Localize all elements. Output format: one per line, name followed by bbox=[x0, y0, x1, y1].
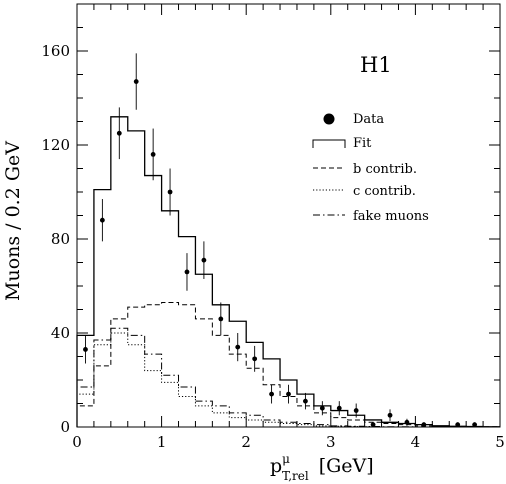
series-b-contrib--line bbox=[76, 301, 500, 428]
x-axis-title-unit: [GeV] bbox=[319, 455, 374, 477]
x-axis-title-sup: μ bbox=[282, 452, 290, 466]
data-point bbox=[472, 422, 478, 428]
legend-label: Data bbox=[353, 112, 384, 127]
data-point bbox=[252, 356, 258, 362]
data-point bbox=[404, 419, 410, 425]
plot-frame-rect bbox=[76, 3, 501, 428]
legend-label: Fit bbox=[353, 136, 372, 151]
data-point bbox=[336, 405, 342, 411]
series-fake-muons-line bbox=[76, 327, 500, 428]
data-point bbox=[286, 391, 291, 397]
x-tick-label: 0 bbox=[72, 433, 82, 451]
x-axis-title-sub: T,rel bbox=[282, 469, 309, 483]
data-point bbox=[303, 398, 308, 404]
plot-frame bbox=[76, 3, 501, 428]
y-tick-label: 120 bbox=[41, 136, 70, 154]
x-tick-label: 2 bbox=[241, 433, 251, 451]
legend-data-marker bbox=[323, 113, 335, 125]
data-point bbox=[99, 217, 105, 223]
data-point bbox=[184, 269, 190, 275]
data-point bbox=[387, 412, 393, 418]
legend-label: c contrib. bbox=[353, 184, 416, 199]
y-tick-label: 160 bbox=[41, 42, 70, 60]
x-tick-label: 4 bbox=[411, 433, 421, 451]
data-point bbox=[167, 189, 173, 195]
legend-label: b contrib. bbox=[353, 162, 417, 177]
data-point bbox=[116, 130, 122, 136]
data-points bbox=[83, 53, 478, 428]
y-axis-title: Muons / 0.2 GeV bbox=[2, 141, 24, 301]
x-axis-title: pμ T,rel [GeV] bbox=[270, 452, 374, 483]
x-tick-label: 3 bbox=[326, 433, 336, 451]
legend: Data Fit b contrib. c contrib. fake muons bbox=[312, 112, 429, 224]
data-point bbox=[370, 422, 376, 428]
experiment-label: H1 bbox=[360, 53, 392, 77]
axis-ticks: 0 40 80 120 160 0 1 2 3 4 5 bbox=[41, 3, 505, 451]
data-point bbox=[455, 422, 461, 428]
data-point bbox=[269, 391, 274, 397]
legend-fit-swatch bbox=[312, 139, 346, 148]
y-tick-label: 0 bbox=[60, 418, 70, 436]
data-point bbox=[201, 257, 207, 263]
y-tick-label: 40 bbox=[51, 324, 70, 342]
data-point bbox=[150, 152, 156, 157]
legend-label: fake muons bbox=[353, 209, 429, 224]
data-point bbox=[235, 344, 241, 350]
series-fit-line bbox=[76, 116, 500, 428]
x-tick-label: 5 bbox=[495, 433, 505, 451]
y-tick-label: 80 bbox=[51, 230, 70, 248]
data-point bbox=[218, 316, 224, 322]
histogram-curves bbox=[76, 116, 500, 428]
data-point bbox=[83, 347, 88, 352]
data-point bbox=[319, 405, 325, 411]
data-point bbox=[133, 79, 139, 84]
data-point bbox=[353, 408, 359, 413]
x-tick-label: 1 bbox=[157, 433, 167, 451]
x-axis-title-main: p bbox=[270, 455, 282, 477]
data-point bbox=[421, 422, 427, 428]
